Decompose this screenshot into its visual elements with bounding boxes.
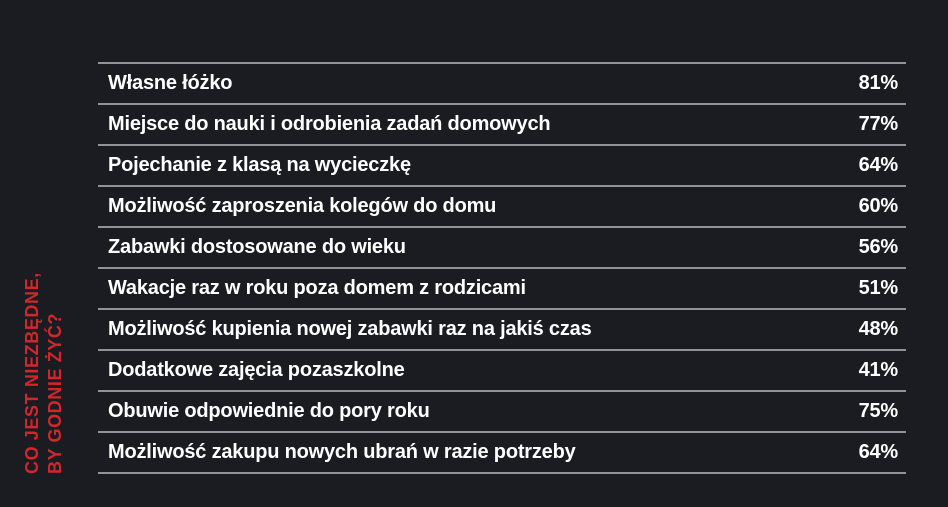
row-label: Dodatkowe zajęcia pozaszkolne <box>108 359 405 381</box>
table-row: Możliwość kupienia nowej zabawki raz na … <box>98 308 906 349</box>
row-label: Zabawki dostosowane do wieku <box>108 236 406 258</box>
row-value: 81% <box>858 72 899 94</box>
table-row: Miejsce do nauki i odrobienia zadań domo… <box>98 103 906 144</box>
table-row: Własne łóżko 81% <box>98 62 906 103</box>
table-row: Dodatkowe zajęcia pozaszkolne 41% <box>98 349 906 390</box>
table-row: Zabawki dostosowane do wieku 56% <box>98 226 906 267</box>
row-label: Wakacje raz w roku poza domem z rodzicam… <box>108 277 526 299</box>
row-label: Możliwość kupienia nowej zabawki raz na … <box>108 318 592 340</box>
row-value: 77% <box>858 113 899 135</box>
chart-title: CO JEST NIEZBĘDNE, BY GODNIE ŻYĆ? <box>21 272 67 474</box>
row-value: 64% <box>858 154 899 176</box>
table-row: Obuwie odpowiednie do pory roku 75% <box>98 390 906 431</box>
row-label: Możliwość zakupu nowych ubrań w razie po… <box>108 441 576 463</box>
row-label: Obuwie odpowiednie do pory roku <box>108 400 430 422</box>
row-value: 60% <box>858 195 899 217</box>
chart-title-line-2: BY GODNIE ŻYĆ? <box>45 312 65 474</box>
table-row: Wakacje raz w roku poza domem z rodzicam… <box>98 267 906 308</box>
table-row: Możliwość zakupu nowych ubrań w razie po… <box>98 431 906 472</box>
row-value: 51% <box>858 277 899 299</box>
table-row: Możliwość zaproszenia kolegów do domu 60… <box>98 185 906 226</box>
row-value: 64% <box>858 441 899 463</box>
chart-title-line-1: CO JEST NIEZBĘDNE, <box>22 272 42 474</box>
row-value: 75% <box>858 400 899 422</box>
row-label: Własne łóżko <box>108 72 233 94</box>
row-label: Pojechanie z klasą na wycieczkę <box>108 154 411 176</box>
row-label: Miejsce do nauki i odrobienia zadań domo… <box>108 113 551 135</box>
row-value: 56% <box>858 236 899 258</box>
row-value: 48% <box>858 318 899 340</box>
row-label: Możliwość zaproszenia kolegów do domu <box>108 195 497 217</box>
necessities-table: Własne łóżko 81% Miejsce do nauki i odro… <box>98 62 906 474</box>
table-row: Pojechanie z klasą na wycieczkę 64% <box>98 144 906 185</box>
row-value: 41% <box>858 359 899 381</box>
